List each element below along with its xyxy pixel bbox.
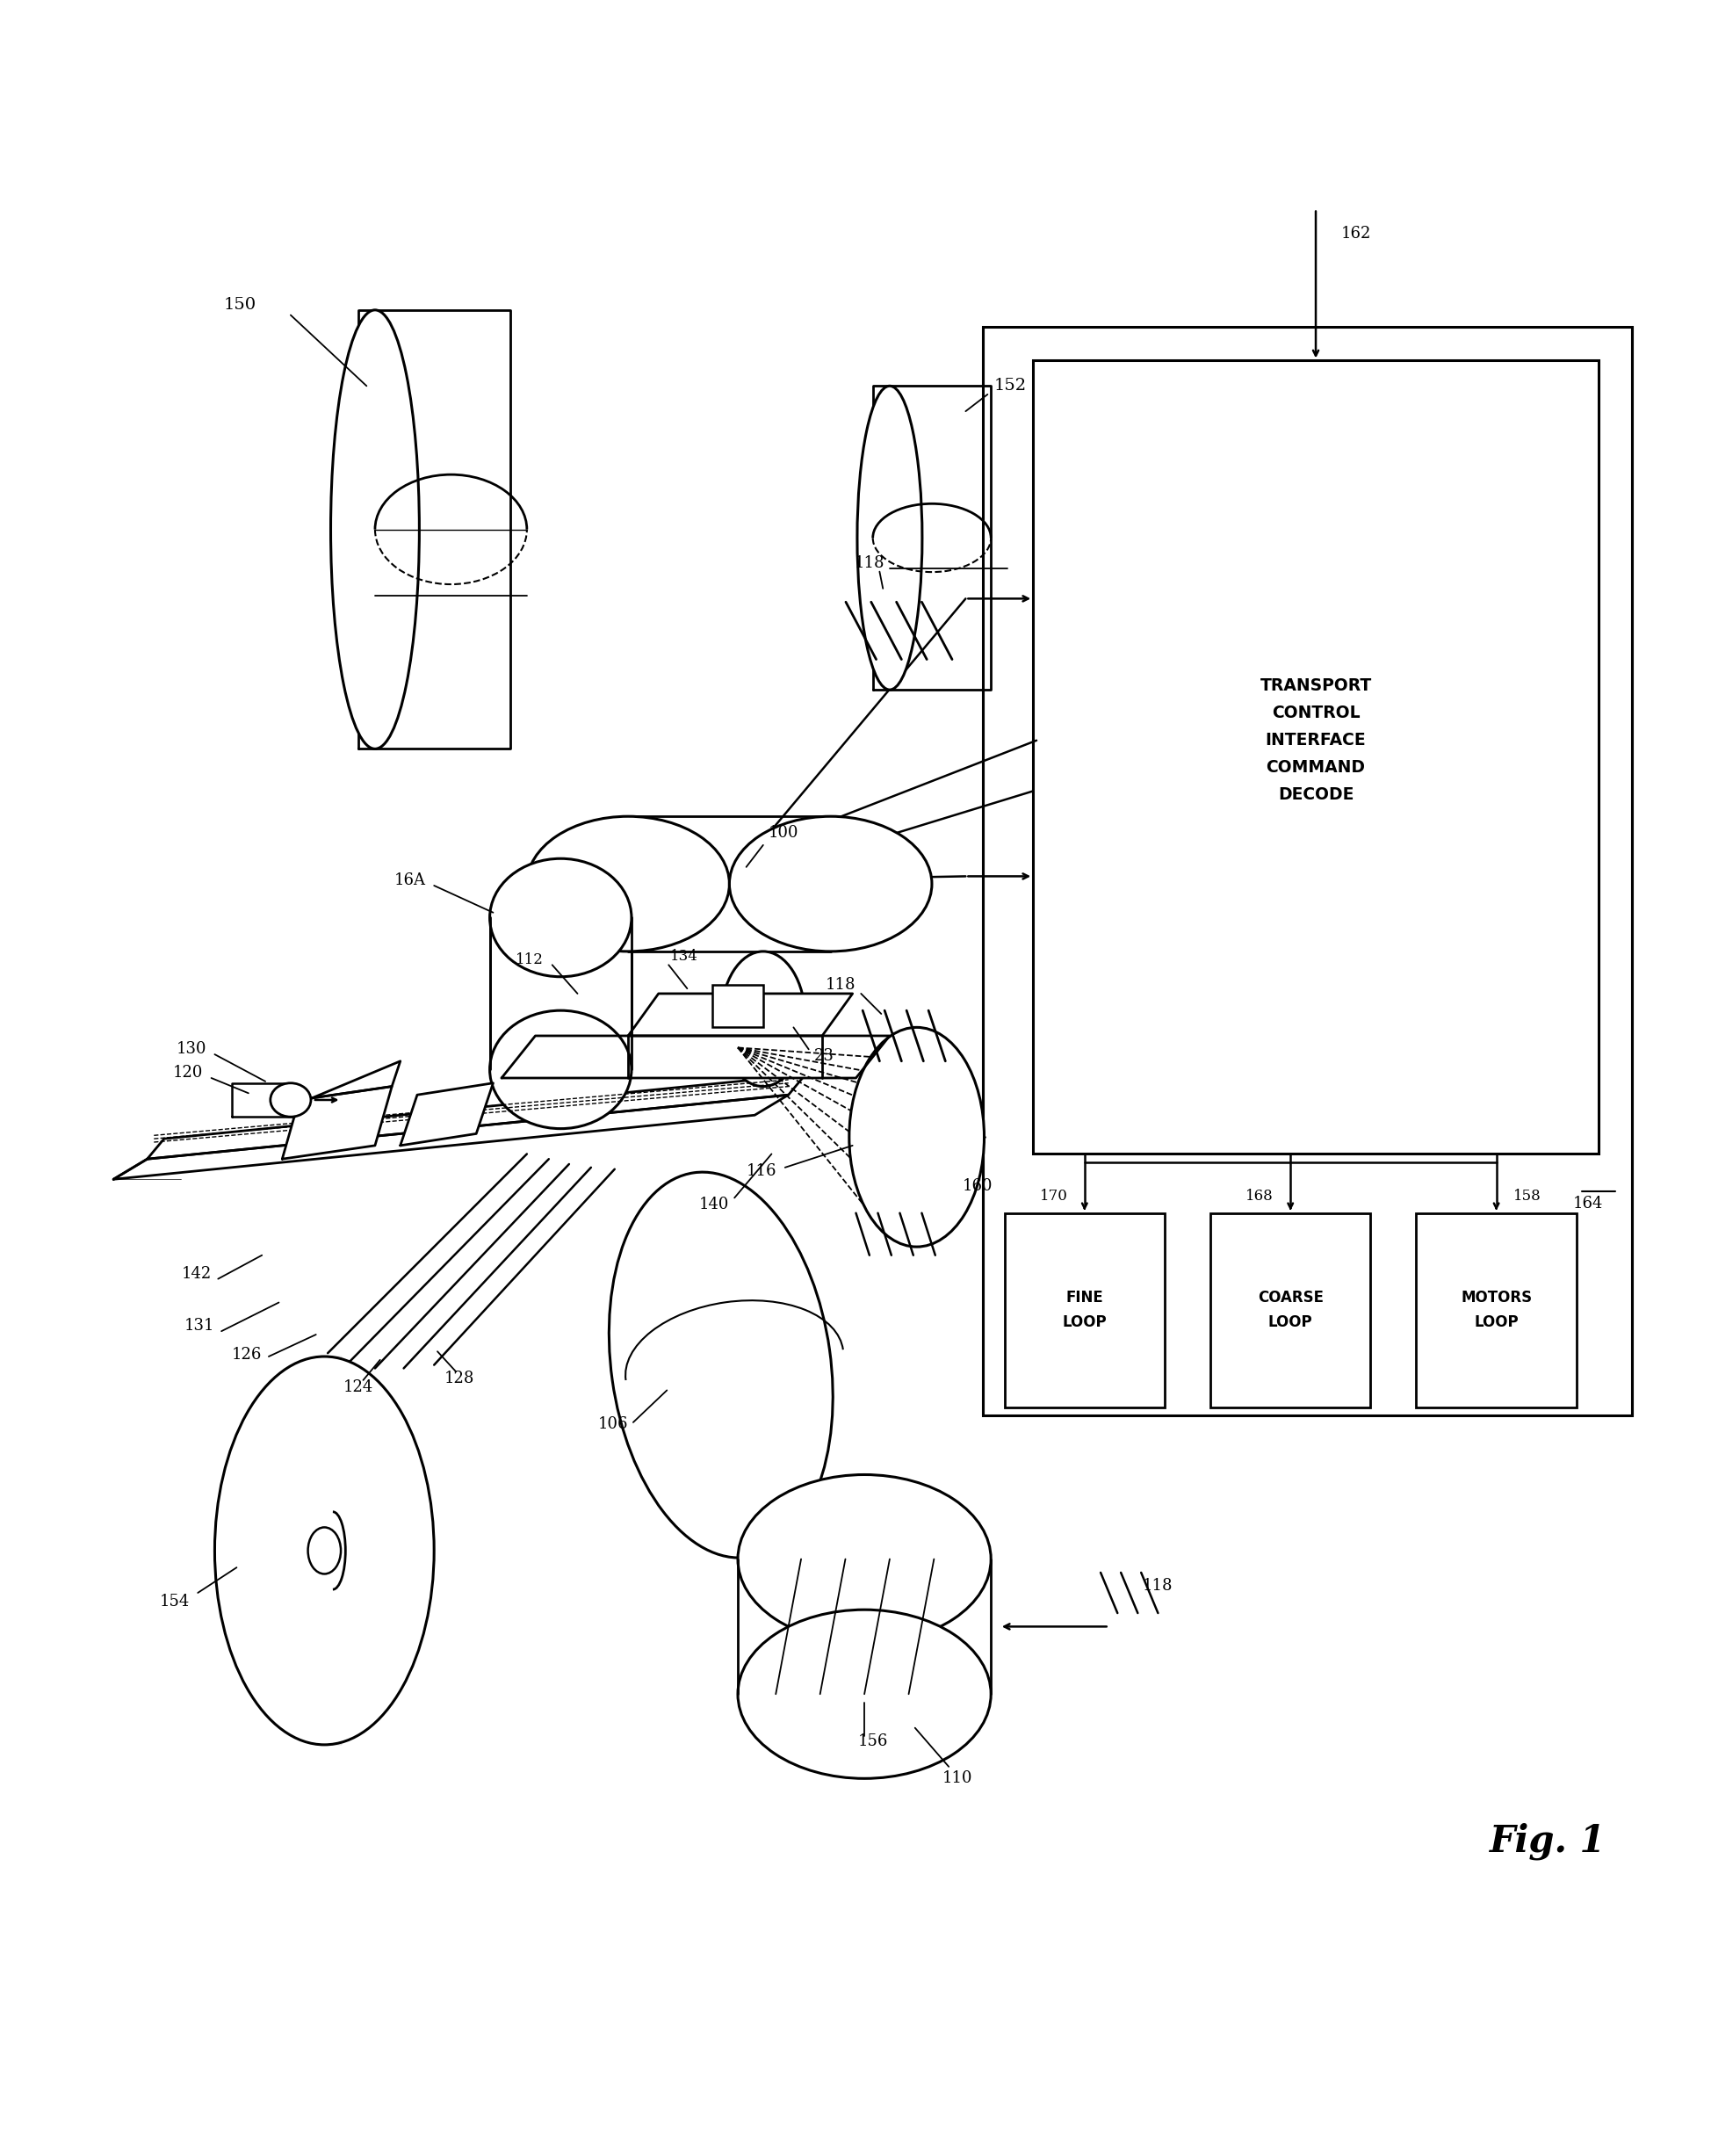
Bar	[712, 985, 763, 1028]
Text: 112: 112	[515, 953, 544, 968]
Text: COARSE
LOOP: COARSE LOOP	[1258, 1289, 1323, 1330]
Text: 124: 124	[342, 1380, 373, 1395]
Text: 118: 118	[1143, 1578, 1172, 1593]
Polygon shape	[231, 1082, 294, 1117]
Text: 118: 118	[825, 977, 856, 994]
Text: 130: 130	[176, 1041, 205, 1056]
Text: MOTORS
LOOP: MOTORS LOOP	[1459, 1289, 1531, 1330]
Polygon shape	[323, 1356, 340, 1744]
Ellipse shape	[527, 817, 729, 951]
Text: 170: 170	[1039, 1188, 1068, 1203]
Ellipse shape	[609, 1173, 833, 1559]
Text: 140: 140	[698, 1197, 729, 1212]
Text: 110: 110	[941, 1770, 972, 1787]
Text: 134: 134	[671, 949, 698, 964]
Ellipse shape	[330, 310, 419, 748]
Bar	[982, 328, 1631, 1416]
Text: 100: 100	[768, 826, 797, 841]
Text: 154: 154	[159, 1593, 190, 1608]
Polygon shape	[501, 1035, 890, 1078]
Text: TRANSPORT
CONTROL
INTERFACE
COMMAND
DECODE: TRANSPORT CONTROL INTERFACE COMMAND DECO…	[1259, 677, 1371, 804]
Ellipse shape	[729, 817, 931, 951]
Text: 118: 118	[854, 556, 885, 571]
Ellipse shape	[270, 1082, 311, 1117]
Text: 128: 128	[445, 1371, 474, 1386]
Polygon shape	[282, 1087, 392, 1160]
Bar	[1415, 1214, 1576, 1408]
Text: 106: 106	[597, 1416, 628, 1432]
Polygon shape	[873, 386, 991, 690]
Ellipse shape	[737, 1475, 991, 1643]
Ellipse shape	[720, 951, 804, 1087]
Polygon shape	[628, 994, 852, 1035]
Polygon shape	[113, 1095, 789, 1179]
Text: 126: 126	[231, 1348, 262, 1363]
Text: 131: 131	[185, 1317, 214, 1335]
Bar	[1033, 360, 1598, 1153]
Polygon shape	[400, 1082, 493, 1145]
Bar	[1210, 1214, 1371, 1408]
Text: 152: 152	[994, 377, 1027, 395]
Text: 164: 164	[1572, 1197, 1603, 1212]
Bar	[1004, 1214, 1163, 1408]
Ellipse shape	[849, 1028, 984, 1246]
Text: 158: 158	[1513, 1188, 1540, 1203]
Ellipse shape	[489, 858, 631, 977]
Text: 168: 168	[1246, 1188, 1273, 1203]
Ellipse shape	[214, 1356, 435, 1744]
Text: 120: 120	[173, 1065, 204, 1080]
Text: 116: 116	[746, 1162, 777, 1179]
Polygon shape	[358, 310, 510, 748]
Ellipse shape	[737, 1611, 991, 1779]
Text: 150: 150	[224, 298, 257, 313]
Polygon shape	[489, 918, 631, 1069]
Text: 142: 142	[181, 1266, 210, 1281]
Text: 160: 160	[962, 1177, 992, 1194]
Text: FINE
LOOP: FINE LOOP	[1063, 1289, 1107, 1330]
Ellipse shape	[489, 1011, 631, 1128]
Text: 23: 23	[813, 1048, 833, 1063]
Ellipse shape	[308, 1526, 340, 1574]
Polygon shape	[737, 1559, 991, 1695]
Text: Fig. 1: Fig. 1	[1489, 1822, 1605, 1861]
Ellipse shape	[857, 386, 922, 690]
Polygon shape	[628, 817, 830, 951]
Polygon shape	[147, 1074, 804, 1160]
Text: 16A: 16A	[394, 873, 426, 888]
Polygon shape	[299, 1061, 400, 1100]
Text: 162: 162	[1340, 226, 1371, 241]
Text: 156: 156	[857, 1733, 888, 1749]
